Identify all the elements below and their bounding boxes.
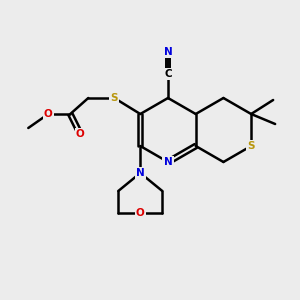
Text: C: C: [164, 69, 172, 79]
Text: S: S: [248, 141, 255, 151]
Text: S: S: [110, 93, 118, 103]
Text: N: N: [164, 47, 172, 57]
Text: N: N: [164, 157, 172, 167]
Text: O: O: [76, 129, 85, 139]
Text: O: O: [44, 109, 53, 119]
Text: O: O: [136, 208, 145, 218]
Text: N: N: [136, 168, 145, 178]
